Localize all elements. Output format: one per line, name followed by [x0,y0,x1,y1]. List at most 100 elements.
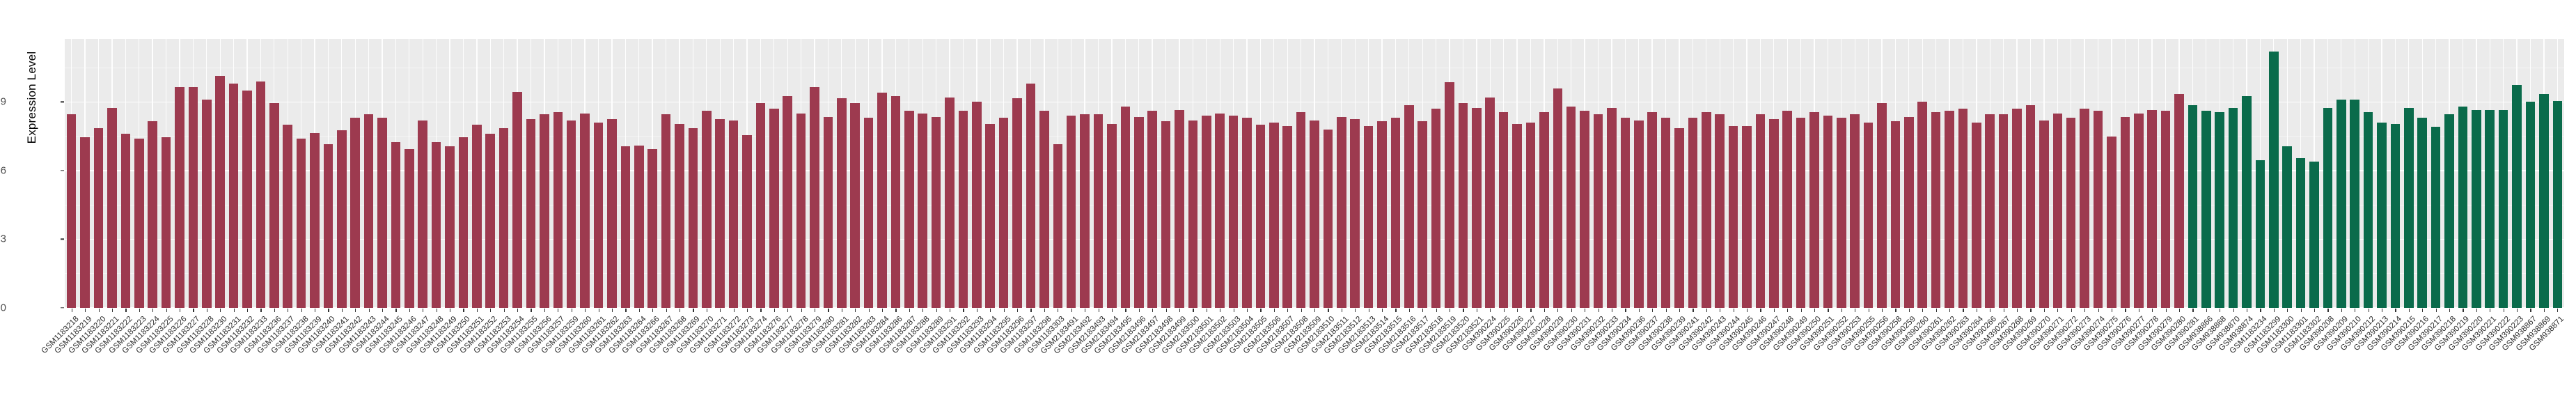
bar[interactable] [201,100,212,308]
bar[interactable] [93,128,104,308]
bar[interactable] [1647,112,1657,308]
bar[interactable] [2268,52,2279,308]
bar[interactable] [1080,114,1090,308]
bar[interactable] [1093,114,1104,308]
bar[interactable] [661,114,671,308]
bar[interactable] [1296,112,1306,308]
bar[interactable] [1066,116,1076,308]
bar[interactable] [877,93,887,308]
bar[interactable] [2174,93,2184,308]
bar[interactable] [1458,102,1468,308]
bar[interactable] [2309,161,2319,308]
bar[interactable] [1904,116,1914,308]
bar[interactable] [1931,112,1941,308]
bar[interactable] [228,84,239,308]
bar[interactable] [593,122,604,308]
bar[interactable] [1958,109,1968,308]
bar[interactable] [363,114,374,308]
bar[interactable] [1282,125,1292,308]
bar[interactable] [2201,111,2211,308]
bar[interactable] [2444,114,2454,308]
bar[interactable] [1377,121,1387,308]
bar[interactable] [1593,114,1603,308]
bar[interactable] [2215,112,2224,308]
bar[interactable] [498,128,509,308]
bar[interactable] [1985,114,1995,308]
bar[interactable] [323,144,333,308]
bar[interactable] [1660,118,1671,308]
bar[interactable] [405,148,414,308]
bar[interactable] [2337,100,2346,308]
bar[interactable] [107,107,117,308]
bar[interactable] [918,113,928,308]
bar[interactable] [1350,118,1360,308]
bar[interactable] [1809,112,1819,308]
bar[interactable] [2066,118,2076,308]
bar[interactable] [2228,107,2238,308]
bar[interactable] [485,134,496,308]
bar[interactable] [1917,102,1928,308]
bar[interactable] [2107,136,2116,308]
bar[interactable] [2525,102,2536,308]
bar[interactable] [566,120,576,308]
bar[interactable] [1945,111,1954,308]
bar[interactable] [472,125,482,308]
bar[interactable] [80,137,90,308]
bar[interactable] [1728,125,1738,308]
bar[interactable] [850,102,860,308]
bar[interactable] [2323,107,2333,308]
bar[interactable] [2242,96,2252,308]
bar[interactable] [175,87,184,308]
bar[interactable] [728,120,739,308]
bar[interactable] [769,109,779,308]
bar[interactable] [1566,106,1576,308]
bar[interactable] [688,128,698,308]
bar[interactable] [1998,114,2009,308]
bar[interactable] [1472,107,1482,308]
bar[interactable] [2039,120,2049,308]
bar[interactable] [634,145,644,308]
bar[interactable] [134,138,144,308]
bar[interactable] [1674,128,1684,308]
bar[interactable] [1363,125,1374,308]
bar[interactable] [863,118,874,308]
bar[interactable] [120,134,131,308]
bar[interactable] [1188,120,1198,308]
bar[interactable] [1701,112,1711,308]
bar[interactable] [1553,88,1563,308]
bar[interactable] [607,118,617,308]
bar[interactable] [2025,105,2036,308]
bar[interactable] [1228,116,1239,308]
bar[interactable] [890,96,901,308]
bar[interactable] [1539,112,1549,308]
bar[interactable] [1580,111,1589,308]
bar[interactable] [1755,114,1766,308]
bar[interactable] [1445,82,1454,308]
bar[interactable] [2458,106,2468,308]
bar[interactable] [296,138,306,308]
bar[interactable] [647,148,657,308]
bar[interactable] [783,96,792,308]
bar[interactable] [66,114,77,308]
bar[interactable] [431,141,441,308]
bar[interactable] [2282,146,2292,308]
bar[interactable] [1742,125,1752,308]
bar[interactable] [1161,121,1171,308]
bar[interactable] [701,111,712,308]
bar[interactable] [1269,122,1279,308]
bar[interactable] [958,111,968,308]
bar[interactable] [2430,127,2441,308]
bar[interactable] [215,75,225,308]
bar[interactable] [350,118,360,308]
bar[interactable] [1620,118,1631,308]
bar[interactable] [377,118,387,308]
bar[interactable] [1039,111,1049,308]
bar[interactable] [2472,109,2481,308]
bar[interactable] [675,123,684,308]
bar[interactable] [2052,113,2063,308]
bar[interactable] [2539,93,2549,308]
bar[interactable] [458,137,469,308]
bar[interactable] [2133,113,2144,308]
bar[interactable] [2160,111,2171,308]
bar[interactable] [1310,120,1319,308]
